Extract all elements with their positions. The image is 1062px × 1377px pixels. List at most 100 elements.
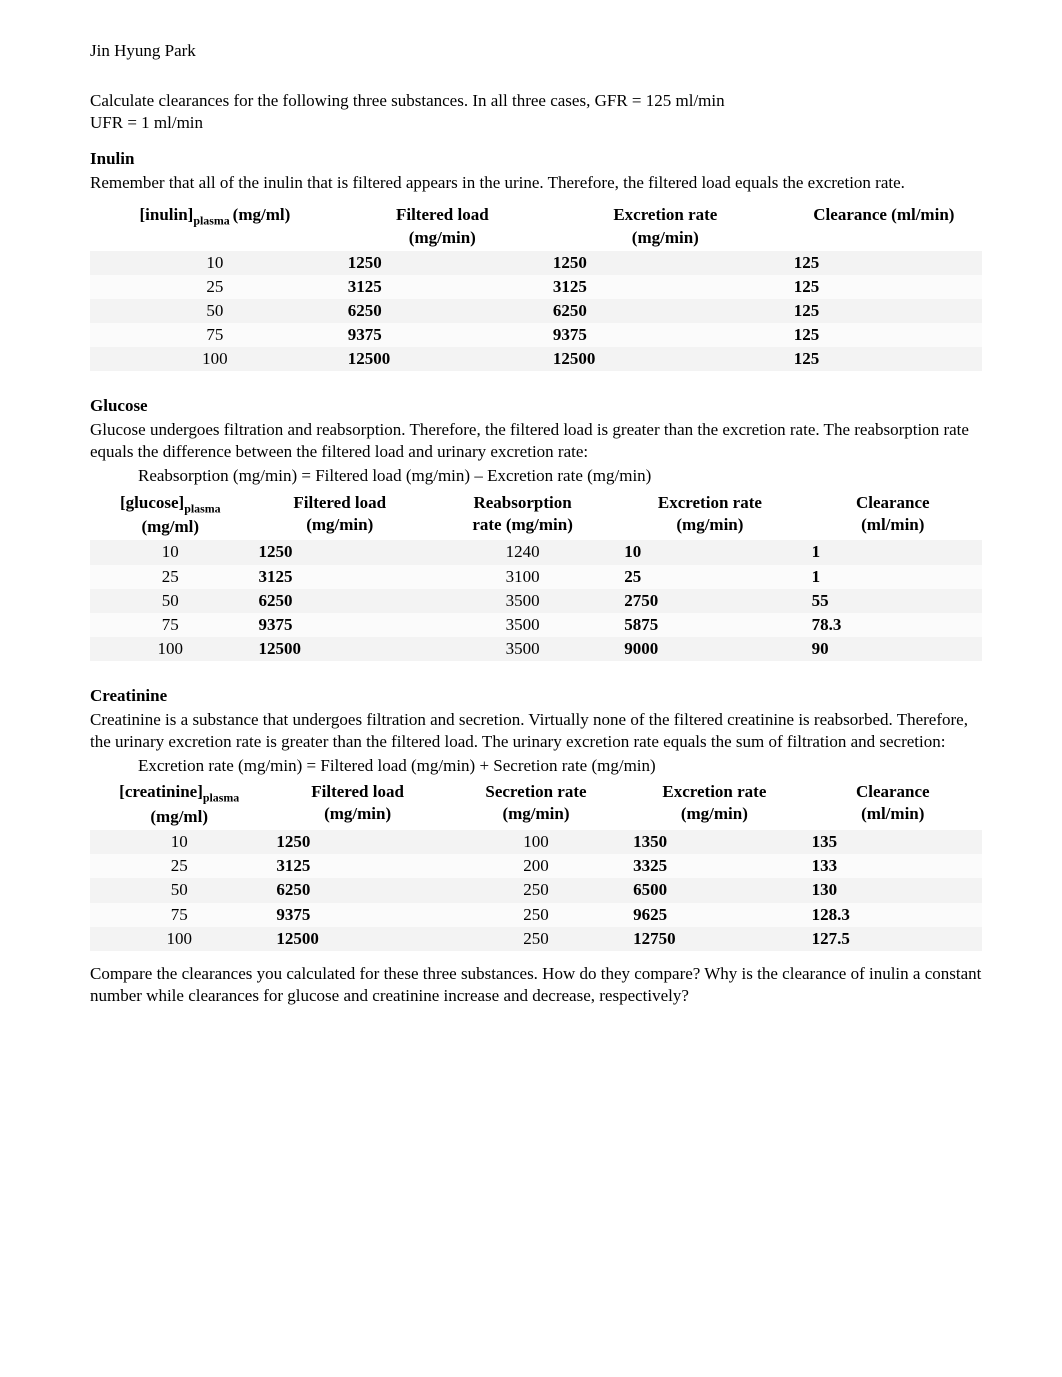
table-cell: 125	[786, 275, 982, 299]
inulin-header-filtered-load: Filtered load(mg/min)	[340, 202, 545, 250]
table-row: 1001250025012750127.5	[90, 927, 982, 951]
table-cell: 75	[90, 323, 340, 347]
glucose-table: [glucose]plasma(mg/ml) Filtered load(mg/…	[90, 490, 982, 661]
table-cell: 100	[90, 927, 268, 951]
table-cell: 127.5	[804, 927, 982, 951]
glucose-header-filtered-load: Filtered load(mg/min)	[251, 490, 429, 541]
table-cell: 130	[804, 878, 982, 902]
table-cell: 6250	[268, 878, 446, 902]
table-cell: 200	[447, 854, 625, 878]
table-cell: 9000	[616, 637, 803, 661]
inulin-header-excretion: Excretion rate(mg/min)	[545, 202, 786, 250]
table-cell: 25	[90, 275, 340, 299]
glucose-header-reabsorption: Reabsorptionrate (mg/min)	[429, 490, 616, 541]
table-cell: 75	[90, 903, 268, 927]
table-cell: 128.3	[804, 903, 982, 927]
creatinine-header-filtered-load: Filtered load(mg/min)	[268, 779, 446, 830]
table-cell: 6250	[251, 589, 429, 613]
table-cell: 100	[447, 830, 625, 854]
table-cell: 9625	[625, 903, 803, 927]
table-row: 7593759375125	[90, 323, 982, 347]
table-cell: 55	[804, 589, 982, 613]
table-cell: 125	[786, 347, 982, 371]
creatinine-formula: Excretion rate (mg/min) = Filtered load …	[90, 755, 982, 777]
table-row: 2531252003325133	[90, 854, 982, 878]
table-cell: 1250	[251, 540, 429, 564]
glucose-desc: Glucose undergoes filtration and reabsor…	[90, 419, 982, 463]
table-cell: 3325	[625, 854, 803, 878]
table-cell: 125	[786, 323, 982, 347]
table-row: 2531253100251	[90, 565, 982, 589]
compare-paragraph: Compare the clearances you calculated fo…	[90, 963, 982, 1007]
creatinine-title: Creatinine	[90, 685, 982, 707]
table-cell: 10	[90, 830, 268, 854]
table-row: 1012501250125	[90, 251, 982, 275]
table-row: 5062503500275055	[90, 589, 982, 613]
glucose-formula: Reabsorption (mg/min) = Filtered load (m…	[90, 465, 982, 487]
table-row: 5062506250125	[90, 299, 982, 323]
creatinine-desc: Creatinine is a substance that undergoes…	[90, 709, 982, 753]
glucose-header-clearance: Clearance(ml/min)	[804, 490, 982, 541]
table-row: 100125003500900090	[90, 637, 982, 661]
table-cell: 12500	[251, 637, 429, 661]
table-cell: 2750	[616, 589, 803, 613]
table-cell: 133	[804, 854, 982, 878]
table-cell: 75	[90, 613, 251, 637]
table-row: 1012501240101	[90, 540, 982, 564]
creatinine-tbody: 1012501001350135253125200332513350625025…	[90, 830, 982, 950]
inulin-table: [inulin]plasma (mg/ml) Filtered load(mg/…	[90, 202, 982, 371]
table-cell: 25	[90, 854, 268, 878]
inulin-tbody: 1012501250125253125312512550625062501257…	[90, 251, 982, 371]
table-cell: 10	[90, 251, 340, 275]
creatinine-header-clearance: Clearance(ml/min)	[804, 779, 982, 830]
table-row: 1012501001350135	[90, 830, 982, 854]
creatinine-table: [creatinine]plasma(mg/ml) Filtered load(…	[90, 779, 982, 950]
table-cell: 9375	[251, 613, 429, 637]
glucose-header-conc: [glucose]plasma(mg/ml)	[90, 490, 251, 541]
table-cell: 6250	[340, 299, 545, 323]
table-cell: 9375	[545, 323, 786, 347]
table-cell: 1250	[268, 830, 446, 854]
table-cell: 1350	[625, 830, 803, 854]
table-cell: 125	[786, 251, 982, 275]
table-cell: 135	[804, 830, 982, 854]
table-cell: 25	[616, 565, 803, 589]
table-row: 7593753500587578.3	[90, 613, 982, 637]
table-row: 1001250012500125	[90, 347, 982, 371]
table-cell: 1250	[340, 251, 545, 275]
table-cell: 125	[786, 299, 982, 323]
table-cell: 90	[804, 637, 982, 661]
table-cell: 3125	[545, 275, 786, 299]
table-row: 7593752509625128.3	[90, 903, 982, 927]
table-cell: 3100	[429, 565, 616, 589]
table-cell: 50	[90, 299, 340, 323]
table-cell: 3125	[251, 565, 429, 589]
table-cell: 12500	[268, 927, 446, 951]
table-cell: 10	[90, 540, 251, 564]
table-cell: 1	[804, 565, 982, 589]
table-cell: 250	[447, 927, 625, 951]
table-cell: 250	[447, 903, 625, 927]
table-cell: 9375	[340, 323, 545, 347]
table-cell: 100	[90, 637, 251, 661]
creatinine-header-secretion: Secretion rate(mg/min)	[447, 779, 625, 830]
intro-line-2: UFR = 1 ml/min	[90, 112, 982, 134]
inulin-desc: Remember that all of the inulin that is …	[90, 172, 982, 194]
author-name: Jin Hyung Park	[90, 40, 982, 62]
inulin-title: Inulin	[90, 148, 982, 170]
table-cell: 1	[804, 540, 982, 564]
glucose-header-excretion: Excretion rate(mg/min)	[616, 490, 803, 541]
table-cell: 6250	[545, 299, 786, 323]
table-cell: 25	[90, 565, 251, 589]
table-cell: 3500	[429, 613, 616, 637]
glucose-tbody: 1012501240101253125310025150625035002750…	[90, 540, 982, 660]
table-cell: 10	[616, 540, 803, 564]
creatinine-header-excretion: Excretion rate(mg/min)	[625, 779, 803, 830]
table-cell: 6500	[625, 878, 803, 902]
table-row: 5062502506500130	[90, 878, 982, 902]
inulin-header-clearance: Clearance (ml/min)	[786, 202, 982, 250]
table-cell: 12750	[625, 927, 803, 951]
table-cell: 3125	[340, 275, 545, 299]
table-cell: 1250	[545, 251, 786, 275]
table-cell: 3500	[429, 637, 616, 661]
